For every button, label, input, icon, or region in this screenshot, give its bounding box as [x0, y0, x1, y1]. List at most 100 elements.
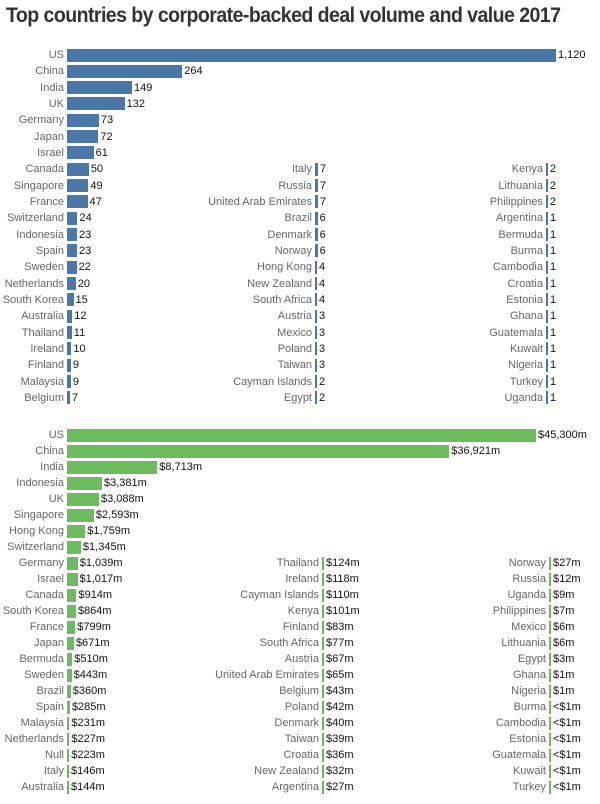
bar-new-zealand: [315, 277, 317, 291]
bar-russia: [315, 179, 319, 193]
bar-cayman-islands: [322, 588, 324, 602]
country-label: Nigeria: [511, 685, 546, 697]
data-label: $7m: [553, 605, 575, 617]
data-label: $146m: [71, 765, 105, 777]
data-label: 61: [95, 146, 108, 159]
country-label: Australia: [21, 310, 64, 323]
country-label: Malaysia: [20, 375, 64, 388]
country-label: Germany: [18, 557, 64, 569]
data-label: $67m: [326, 653, 354, 665]
bar-russia: [549, 572, 551, 586]
country-label: Kenya: [511, 163, 543, 176]
country-label: Kenya: [287, 605, 319, 617]
bar-china: [67, 64, 183, 78]
bar-ireland: [67, 342, 72, 356]
bar-finland: [322, 620, 324, 634]
bar-denmark: [322, 716, 324, 730]
bar-austria: [322, 652, 324, 666]
bar-egypt: [315, 391, 317, 405]
data-label: 264: [184, 65, 203, 78]
country-label: Thailand: [21, 326, 64, 339]
data-label: $32m: [326, 765, 354, 777]
data-label: <$1m: [553, 733, 581, 745]
data-label: 9: [72, 375, 80, 388]
data-label: $36m: [326, 749, 354, 761]
data-label: 132: [126, 97, 145, 110]
bar-spain: [67, 700, 70, 714]
country-label: Switzerland: [7, 212, 64, 225]
data-label: 2: [550, 179, 557, 192]
bar-south-africa: [315, 293, 317, 307]
country-label: Cambodia: [495, 717, 546, 729]
bar-kuwait: [546, 342, 548, 356]
country-label: Kuwait: [509, 342, 543, 355]
data-label: 1: [550, 375, 557, 388]
data-label: $223m: [71, 749, 105, 761]
data-label: 3: [319, 342, 326, 355]
data-label: $124m: [326, 557, 360, 569]
country-label: Kuwait: [512, 765, 546, 777]
bar-cambodia: [546, 260, 548, 274]
bar-uganda: [549, 588, 551, 602]
data-label: <$1m: [553, 749, 581, 761]
country-label: Philippines: [492, 605, 546, 617]
country-label: Israel: [37, 573, 64, 585]
bar-singapore: [67, 508, 94, 522]
data-label: 7: [320, 163, 327, 176]
country-label: India: [40, 461, 64, 473]
data-label: $1m: [553, 669, 575, 681]
country-label: Mexico: [511, 621, 546, 633]
bar-uk: [67, 97, 125, 111]
bar-france: [67, 620, 76, 634]
data-label: 6: [319, 244, 326, 257]
bar-kuwait: [549, 764, 551, 778]
country-label: Ireland: [285, 573, 319, 585]
bar-indonesia: [67, 476, 102, 490]
country-label: US: [48, 49, 64, 61]
data-label: $12m: [553, 573, 581, 585]
country-label: Switzerland: [7, 541, 64, 553]
bar-lithuania: [549, 636, 551, 650]
country-label: Finland: [27, 359, 64, 372]
bar-germany: [67, 113, 99, 127]
country-label: Lithuania: [498, 179, 543, 192]
bar-turkey: [546, 375, 548, 389]
bar-belgium: [322, 684, 324, 698]
country-label: Indonesia: [16, 477, 64, 489]
country-label: Denmark: [267, 228, 312, 241]
country-label: Austria: [284, 653, 319, 665]
country-label: Croatia: [283, 749, 319, 761]
country-label: UK: [48, 97, 64, 110]
data-label: $671m: [75, 637, 110, 649]
bar-israel: [67, 572, 78, 586]
bar-poland: [315, 342, 317, 356]
data-label: 47: [89, 195, 102, 208]
data-label: 73: [100, 114, 114, 127]
data-label: 1: [550, 293, 557, 306]
data-label: 20: [77, 277, 90, 290]
bar-kenya: [322, 604, 324, 618]
data-label: 7: [320, 195, 327, 208]
country-label: France: [29, 621, 64, 633]
data-label: 1: [550, 326, 557, 339]
country-label: Austria: [277, 310, 312, 323]
bar-switzerland: [67, 211, 78, 225]
data-label: $6m: [553, 637, 575, 649]
bar-norway: [315, 244, 318, 258]
bar-lithuania: [546, 179, 548, 193]
bar-finland: [67, 358, 71, 372]
country-label: South Korea: [2, 293, 64, 306]
country-label: Cayman Islands: [233, 375, 312, 388]
bar-argentina: [322, 780, 324, 794]
country-label: Guatemala: [492, 749, 546, 761]
data-label: $77m: [326, 637, 354, 649]
bar-us: [67, 428, 536, 442]
bar-new-zealand: [322, 764, 324, 778]
data-label: 6: [319, 212, 326, 225]
bar-france: [67, 195, 88, 209]
data-label: 49: [90, 179, 103, 192]
data-label: 2: [319, 375, 326, 388]
data-label: 4: [319, 261, 326, 274]
country-label: Turkey: [509, 375, 543, 388]
data-label: <$1m: [553, 701, 581, 713]
